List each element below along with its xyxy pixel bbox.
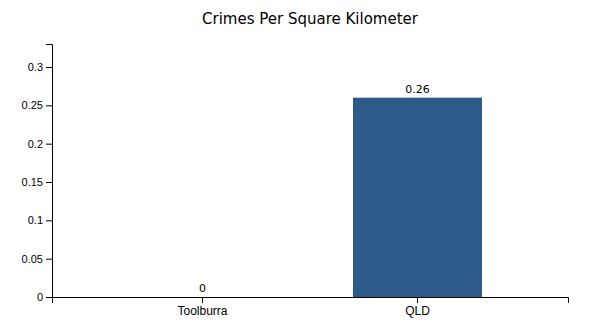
tick: 0.2 xyxy=(28,138,52,150)
data-label: 0.26 xyxy=(405,83,430,96)
tick-label: 0.05 xyxy=(22,253,43,265)
tick-mark xyxy=(46,105,52,106)
data-label: 0 xyxy=(199,282,206,295)
tick-label: 0.1 xyxy=(28,214,43,226)
chart-container: 00.050.10.150.20.250.3ToolburraQLD00.26C… xyxy=(0,0,592,333)
data-labels: 00.26 xyxy=(199,83,430,295)
axis-line xyxy=(46,45,53,298)
tick-label: 0.2 xyxy=(28,138,43,150)
tick-mark xyxy=(46,259,52,260)
chart-svg: 00.050.10.150.20.250.3ToolburraQLD00.26C… xyxy=(0,0,592,333)
axis-line xyxy=(53,298,569,304)
tick-mark xyxy=(417,297,418,303)
title: Crimes Per Square Kilometer xyxy=(202,10,419,28)
tick-mark xyxy=(46,144,52,145)
tick: Toolburra xyxy=(177,297,227,318)
tick: 0.1 xyxy=(28,214,52,226)
tick-mark xyxy=(46,67,52,68)
tick-label: Toolburra xyxy=(177,304,227,318)
bar xyxy=(353,98,482,297)
tick-label: 0.15 xyxy=(22,176,43,188)
tick: 0.25 xyxy=(22,99,52,111)
bar xyxy=(138,297,267,298)
x-axis: Toolburra QLD xyxy=(53,297,569,318)
tick: 0.05 xyxy=(22,253,52,265)
tick-label: 0 xyxy=(37,291,43,303)
plot: 00.050.10.150.20.250.3ToolburraQLD00.26 xyxy=(22,45,569,318)
bars xyxy=(353,98,482,297)
tick: 0.3 xyxy=(28,61,52,73)
tick: 0.15 xyxy=(22,176,52,188)
tick-label: QLD xyxy=(405,304,430,318)
tick: 0 xyxy=(37,291,52,303)
tick-label: 0.3 xyxy=(28,61,43,73)
tick: QLD xyxy=(405,297,430,318)
tick-mark xyxy=(46,182,52,183)
y-axis: 0 0.05 0.1 0.15 0.2 0.25 0.3 xyxy=(22,45,53,304)
tick-mark xyxy=(46,297,52,298)
tick-mark xyxy=(46,220,52,221)
tick-label: 0.25 xyxy=(22,99,43,111)
tick-mark xyxy=(202,297,203,303)
